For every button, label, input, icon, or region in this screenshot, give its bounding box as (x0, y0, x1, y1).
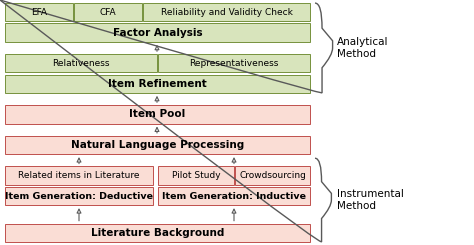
Text: Relativeness: Relativeness (52, 59, 110, 68)
Text: Literature Background: Literature Background (91, 228, 224, 238)
Text: Crowdsourcing: Crowdsourcing (239, 171, 306, 180)
Text: Item Generation: Inductive: Item Generation: Inductive (162, 192, 306, 200)
Text: Analytical
Method: Analytical Method (337, 37, 389, 59)
FancyBboxPatch shape (158, 187, 310, 205)
FancyBboxPatch shape (5, 74, 310, 93)
FancyBboxPatch shape (5, 136, 310, 154)
FancyBboxPatch shape (158, 54, 310, 73)
FancyBboxPatch shape (5, 3, 73, 22)
FancyBboxPatch shape (5, 223, 310, 242)
FancyBboxPatch shape (143, 3, 310, 22)
FancyBboxPatch shape (5, 24, 310, 42)
FancyBboxPatch shape (5, 187, 153, 205)
FancyBboxPatch shape (5, 54, 157, 73)
Text: Related items in Literature: Related items in Literature (18, 171, 140, 180)
FancyBboxPatch shape (235, 166, 310, 185)
Text: Pilot Study: Pilot Study (172, 171, 220, 180)
Text: CFA: CFA (100, 8, 116, 17)
Text: Item Generation: Deductive: Item Generation: Deductive (5, 192, 153, 200)
Text: Item Pool: Item Pool (129, 109, 186, 119)
Text: Item Refinement: Item Refinement (108, 79, 207, 89)
Text: Factor Analysis: Factor Analysis (113, 28, 202, 38)
Text: Reliability and Validity Check: Reliability and Validity Check (161, 8, 292, 17)
FancyBboxPatch shape (158, 166, 234, 185)
Text: Representativeness: Representativeness (189, 59, 279, 68)
FancyBboxPatch shape (74, 3, 142, 22)
Text: Natural Language Processing: Natural Language Processing (71, 140, 244, 150)
FancyBboxPatch shape (5, 105, 310, 123)
Text: Instrumental
Method: Instrumental Method (337, 189, 404, 211)
Text: EFA: EFA (31, 8, 47, 17)
FancyBboxPatch shape (5, 166, 153, 185)
